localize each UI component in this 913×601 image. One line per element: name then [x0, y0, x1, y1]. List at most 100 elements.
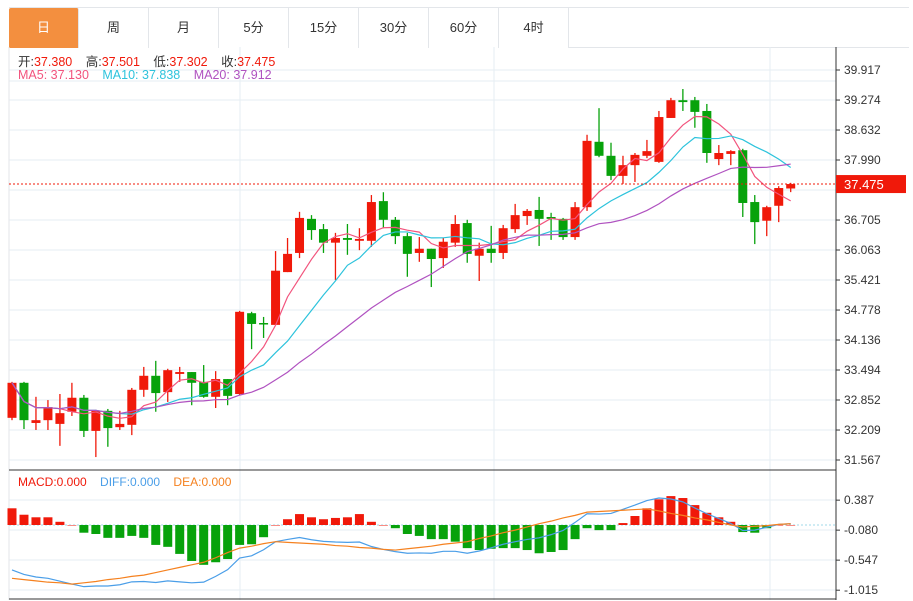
tabs-filler	[569, 8, 909, 48]
macd-bar	[259, 525, 269, 538]
tab-3[interactable]: 5分	[219, 8, 289, 48]
candle-body	[271, 270, 281, 325]
candle-body	[462, 223, 472, 254]
candle	[702, 103, 712, 163]
macd-bar	[402, 525, 412, 534]
tab-2[interactable]: 月	[149, 8, 219, 48]
macd-info: MACD:0.000 DIFF:0.000 DEA:0.000	[18, 475, 231, 489]
candle	[714, 145, 724, 166]
price-tick-label: 39.274	[844, 93, 881, 107]
candle	[462, 219, 472, 263]
dea-line	[11, 508, 791, 585]
candle	[450, 215, 460, 247]
candle-body	[558, 218, 568, 238]
macd-bar	[702, 512, 712, 525]
candle	[307, 215, 316, 240]
macd-bar	[55, 521, 65, 525]
candle	[762, 205, 772, 237]
candle	[726, 150, 736, 166]
macd-bar	[318, 519, 328, 525]
tab-5[interactable]: 30分	[359, 8, 429, 48]
candle	[259, 316, 269, 338]
macd-bar	[390, 525, 400, 529]
candle	[750, 195, 760, 245]
ma20-label: MA20:	[193, 68, 230, 82]
candle	[19, 381, 29, 430]
candle-body	[366, 202, 376, 241]
candle	[630, 152, 640, 182]
price-tick-label: 32.852	[844, 393, 881, 407]
candle-body	[474, 248, 484, 256]
macd-bar	[474, 525, 484, 551]
dea-label: DEA:	[173, 475, 202, 489]
candle	[510, 203, 520, 233]
tab-4[interactable]: 15分	[289, 8, 359, 48]
macd-value: 0.000	[56, 475, 87, 489]
high-value: 37.501	[101, 55, 140, 69]
candle-body	[103, 410, 113, 429]
macd-bar	[462, 525, 472, 549]
macd-bar	[271, 525, 281, 526]
candle-body	[402, 236, 412, 254]
macd-bar	[7, 508, 17, 525]
candle-body	[43, 407, 53, 421]
macd-bar	[450, 525, 460, 542]
candle-body	[510, 215, 520, 230]
candle-body	[354, 238, 364, 241]
candle	[474, 242, 484, 281]
ma20-line	[11, 163, 791, 415]
macd-label: MACD:	[18, 475, 57, 489]
ma10-label: MA10:	[102, 68, 139, 82]
candle	[342, 223, 352, 255]
candle-body	[666, 100, 676, 118]
current-price-label: 37.475	[844, 177, 884, 192]
candle	[91, 409, 101, 458]
price-tick-label: 36.063	[844, 243, 881, 257]
candle-body	[582, 140, 592, 208]
macd-bar	[582, 525, 592, 529]
candle-body	[654, 117, 664, 162]
macd-tick-label: -1.015	[844, 583, 878, 597]
candle	[31, 396, 41, 430]
candle	[295, 211, 305, 259]
candle-body	[630, 154, 640, 166]
current-price-badge	[836, 175, 906, 194]
high-label: 高:	[85, 55, 102, 69]
macd-bar	[175, 525, 185, 554]
candle	[271, 251, 281, 325]
tab-1[interactable]: 周	[79, 8, 149, 48]
macd-bar	[247, 525, 257, 545]
candle-body	[91, 410, 101, 431]
candle	[247, 311, 257, 350]
tab-6[interactable]: 60分	[429, 8, 499, 48]
candle-body	[414, 248, 424, 253]
macd-bar	[738, 525, 748, 533]
ma5-value: 37.130	[50, 68, 89, 82]
macd-bar	[510, 525, 520, 549]
price-tick-label: 33.494	[844, 363, 881, 377]
tab-0[interactable]: 日	[9, 8, 79, 48]
candle-body	[570, 207, 580, 238]
candle	[199, 365, 209, 398]
candle	[642, 139, 652, 159]
price-tick-label: 36.705	[844, 213, 881, 227]
price-tick-label: 35.421	[844, 273, 881, 287]
candle-body	[151, 375, 161, 394]
candle-body	[31, 420, 41, 423]
candle	[558, 217, 568, 240]
tab-7[interactable]: 4时	[499, 8, 569, 48]
macd-bar	[199, 525, 209, 565]
open-label: 开:	[18, 55, 34, 69]
candle	[175, 366, 185, 382]
candle-body	[67, 397, 77, 412]
candle-body	[438, 241, 448, 259]
open-value: 37.380	[33, 55, 73, 69]
candle	[103, 408, 113, 447]
candle	[151, 360, 161, 412]
candle	[366, 195, 376, 247]
candle-body	[127, 389, 137, 425]
candle-body	[426, 248, 436, 260]
candle-body	[750, 202, 760, 223]
macd-bar	[79, 525, 89, 533]
